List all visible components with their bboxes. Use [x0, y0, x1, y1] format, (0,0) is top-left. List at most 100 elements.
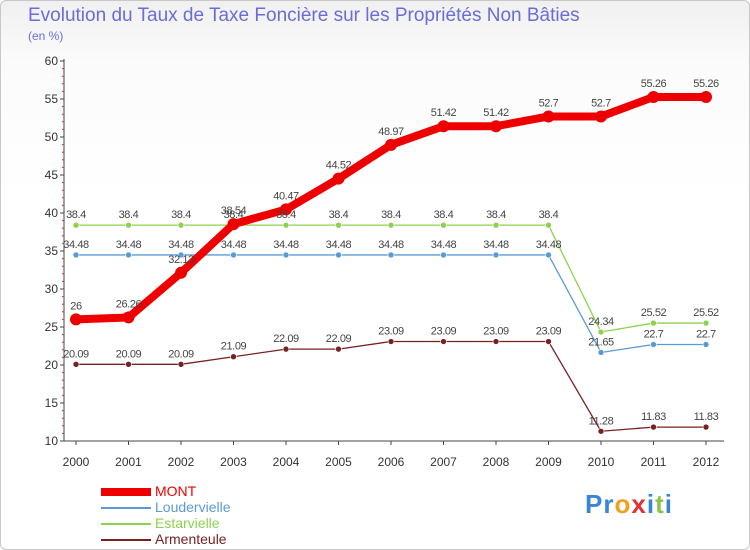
data-point	[282, 345, 290, 353]
data-label: 22.7	[644, 328, 664, 340]
data-label: 22.7	[696, 328, 716, 340]
x-tick-label: 2011	[641, 455, 667, 469]
data-point	[177, 221, 185, 229]
data-point	[72, 251, 80, 259]
y-tick-label: 50	[45, 130, 59, 144]
x-tick-label: 2008	[483, 455, 510, 469]
data-label: 51.42	[431, 107, 457, 119]
y-tick-label: 30	[45, 282, 59, 296]
data-label: 40.47	[273, 190, 299, 202]
data-label: 11.83	[641, 411, 666, 423]
data-label: 24.34	[588, 316, 614, 328]
y-tick-label: 55	[45, 92, 59, 106]
data-point	[72, 221, 80, 229]
x-tick-label: 2010	[588, 455, 615, 469]
data-label: 20.09	[63, 348, 89, 360]
data-label: 38.4	[434, 209, 454, 221]
data-label: 38.4	[171, 209, 191, 221]
y-tick-label: 45	[45, 168, 59, 182]
data-point	[335, 251, 342, 259]
data-point	[72, 361, 80, 368]
data-point	[335, 221, 342, 229]
data-point	[440, 251, 447, 259]
data-point	[702, 423, 710, 431]
data-label: 23.09	[483, 326, 509, 338]
data-point	[492, 251, 500, 259]
data-point	[597, 349, 605, 356]
data-point	[595, 110, 607, 123]
data-label: 26	[70, 300, 82, 312]
y-tick-label: 40	[45, 206, 59, 220]
logo-letter: t	[655, 489, 665, 519]
y-tick-label: 10	[45, 434, 59, 448]
y-tick-label: 20	[45, 358, 59, 372]
data-point	[492, 338, 500, 345]
data-label: 38.4	[539, 209, 559, 221]
data-point	[175, 266, 187, 279]
data-point	[282, 221, 290, 229]
y-tick-label: 15	[45, 396, 59, 410]
data-point	[122, 311, 135, 324]
data-label: 34.48	[221, 239, 247, 251]
data-label: 22.09	[273, 333, 299, 345]
legend-swatch	[101, 523, 151, 525]
data-label: 48.97	[378, 126, 404, 138]
data-label: 34.48	[378, 239, 404, 251]
data-point	[177, 361, 185, 368]
y-tick-label: 35	[45, 244, 59, 258]
data-label: 34.48	[536, 239, 562, 251]
legend-label: Estarvielle	[155, 515, 220, 531]
data-point	[490, 120, 502, 133]
legend-label: Armenteule	[155, 531, 227, 547]
data-point	[650, 319, 657, 327]
data-point	[387, 251, 395, 259]
data-label: 34.48	[168, 239, 194, 251]
data-label: 38.4	[66, 209, 86, 221]
data-point	[650, 423, 657, 431]
logo-letter: i	[646, 489, 656, 519]
legend-item: MONT	[101, 483, 301, 500]
data-point	[70, 313, 82, 326]
proxiti-logo: Proxiti	[585, 489, 673, 520]
x-tick-label: 2001	[115, 455, 142, 469]
data-point	[702, 341, 710, 348]
x-tick-label: 2005	[325, 455, 352, 469]
data-label: 52.7	[539, 97, 559, 109]
data-label: 34.48	[273, 239, 299, 251]
x-tick-label: 2012	[693, 455, 720, 469]
y-tick-label: 60	[45, 54, 59, 68]
data-label: 38.54	[221, 205, 247, 217]
data-point	[280, 203, 292, 216]
logo-letter: i	[664, 489, 673, 519]
data-point	[492, 221, 500, 229]
data-label: 51.42	[483, 107, 509, 119]
data-label: 34.48	[483, 239, 509, 251]
data-point	[545, 221, 552, 229]
data-point	[332, 172, 345, 185]
x-tick-label: 2000	[63, 455, 90, 469]
data-point	[437, 120, 450, 133]
x-tick-label: 2004	[273, 455, 300, 469]
data-label: 34.48	[326, 239, 352, 251]
data-point	[545, 338, 552, 345]
x-tick-label: 2007	[430, 455, 457, 469]
data-label: 55.26	[641, 78, 667, 90]
legend-label: Loudervielle	[155, 499, 231, 515]
data-point	[545, 251, 552, 259]
data-point	[597, 427, 605, 435]
data-label: 38.4	[276, 209, 296, 221]
x-tick-label: 2003	[220, 455, 247, 469]
data-point	[387, 221, 395, 229]
x-tick-label: 2006	[378, 455, 405, 469]
data-label: 34.48	[63, 239, 89, 251]
legend-swatch	[101, 507, 151, 509]
data-label: 25.52	[693, 307, 719, 319]
data-label: 21.09	[221, 341, 247, 353]
data-point	[650, 341, 657, 348]
legend-item: Loudervielle	[101, 499, 301, 516]
data-point	[440, 221, 447, 229]
legend-item: Estarvielle	[101, 515, 301, 532]
data-point	[125, 251, 132, 259]
logo-letter: o	[614, 489, 632, 519]
